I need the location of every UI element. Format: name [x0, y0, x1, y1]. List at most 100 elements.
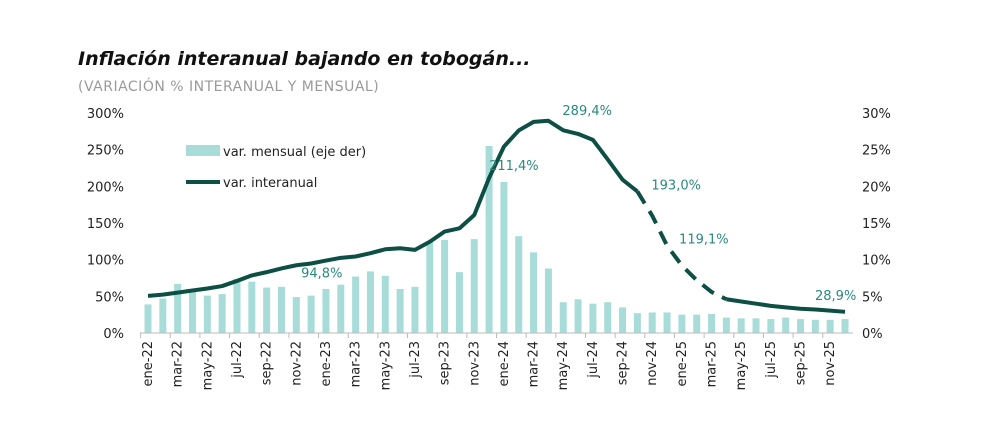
y-right-tick: 5% — [862, 290, 883, 305]
y-left-tick: 100% — [87, 254, 124, 269]
y-right-tick: 20% — [862, 180, 891, 195]
x-tick-label: may-25 — [734, 341, 749, 390]
bar-dic-23 — [485, 146, 493, 333]
x-tick-label: nov-25 — [823, 341, 838, 386]
bar-feb-22 — [159, 298, 167, 333]
x-tick-label: jul-25 — [764, 341, 779, 379]
bar-nov-25 — [826, 319, 834, 333]
annotation-dic-25: 28,9% — [815, 289, 856, 304]
y-right-tick: 0% — [862, 327, 883, 342]
x-tick-label: sep-23 — [438, 341, 453, 385]
bar-ago-23 — [426, 242, 434, 333]
bar-oct-24 — [633, 313, 641, 333]
x-tick-label: mar-22 — [171, 341, 186, 387]
bar-dic-25 — [841, 319, 849, 333]
bar-sep-23 — [441, 239, 449, 333]
x-tick-label: nov-22 — [289, 341, 304, 386]
legend-line-label: var. interanual — [223, 176, 317, 191]
bar-jul-24 — [589, 303, 597, 333]
y-left-tick: 50% — [95, 290, 124, 305]
y-right-tick: 25% — [862, 144, 891, 159]
legend-bar-label: var. mensual (eje der) — [223, 145, 366, 160]
y-left-tick: 250% — [87, 144, 124, 159]
bar-abr-25 — [722, 317, 730, 333]
x-tick-label: mar-23 — [349, 341, 364, 387]
bar-nov-22 — [292, 297, 300, 333]
x-tick-label: mar-25 — [705, 341, 720, 387]
y-left-tick: 150% — [87, 217, 124, 232]
bar-may-22 — [203, 295, 211, 333]
annotation-dic-23: 211,4% — [489, 159, 539, 174]
x-tick-label: mar-24 — [527, 341, 542, 387]
bar-abr-22 — [188, 289, 196, 333]
bar-ene-23 — [322, 289, 330, 333]
bar-dic-24 — [663, 312, 671, 333]
bar-feb-23 — [337, 284, 345, 333]
bar-dic-22 — [307, 295, 315, 333]
legend-bar-swatch — [186, 145, 220, 156]
bar-oct-23 — [455, 272, 463, 333]
x-tick-label: nov-24 — [645, 341, 660, 386]
y-right-tick: 30% — [862, 107, 891, 122]
bar-feb-24 — [515, 236, 523, 333]
y-left-tick: 300% — [87, 107, 124, 122]
line-interanual-actual — [147, 118, 639, 298]
annotation-dic-24: 119,1% — [679, 233, 729, 248]
annotation-oct-24: 193,0% — [651, 178, 701, 193]
y-left-tick: 0% — [103, 327, 124, 342]
chart-title: Inflación interanual bajando en tobogán.… — [78, 48, 531, 70]
bar-jun-24 — [574, 299, 582, 333]
x-tick-label: ene-25 — [675, 341, 690, 386]
bar-may-25 — [737, 318, 745, 333]
annotation-dic-22: 94,8% — [301, 266, 342, 281]
bar-sep-22 — [263, 287, 271, 333]
bar-mar-23 — [352, 276, 360, 333]
bar-ago-25 — [782, 317, 790, 333]
x-tick-label: ene-23 — [319, 341, 334, 386]
x-tick-label: jul-24 — [586, 341, 601, 379]
x-tick-label: nov-23 — [467, 341, 482, 386]
chart-subtitle: (VARIACIÓN % INTERANUAL Y MENSUAL) — [78, 79, 380, 95]
x-tick-label: may-22 — [200, 341, 215, 390]
bar-jul-22 — [233, 278, 241, 333]
bar-ene-22 — [144, 304, 152, 333]
bar-mar-22 — [174, 283, 182, 333]
bar-may-23 — [381, 275, 389, 333]
x-tick-label: may-24 — [556, 341, 571, 390]
x-tick-label: sep-22 — [260, 341, 275, 385]
x-tick-label: ene-24 — [497, 341, 512, 386]
bar-sep-24 — [619, 307, 627, 333]
bar-ago-24 — [604, 302, 612, 333]
x-tick-label: may-23 — [378, 341, 393, 390]
bar-jun-23 — [396, 289, 404, 333]
bar-ene-25 — [678, 314, 686, 333]
bar-jun-22 — [218, 294, 226, 333]
x-tick-label: jul-23 — [408, 341, 423, 379]
y-right-tick: 15% — [862, 217, 891, 232]
y-right-tick: 10% — [862, 254, 891, 269]
bar-sep-25 — [797, 319, 805, 333]
x-tick-label: sep-25 — [794, 341, 809, 385]
bar-oct-22 — [277, 286, 285, 333]
bar-nov-23 — [470, 239, 478, 333]
bar-oct-25 — [811, 319, 819, 333]
bar-jun-25 — [752, 318, 760, 333]
y-left-tick: 200% — [87, 180, 124, 195]
bar-feb-25 — [693, 314, 701, 333]
x-tick-label: ene-22 — [141, 341, 156, 386]
bar-ago-22 — [248, 281, 256, 333]
bar-ene-24 — [500, 181, 508, 333]
x-tick-label: jul-22 — [230, 341, 245, 379]
bar-mar-25 — [708, 313, 716, 333]
bar-jul-23 — [411, 286, 419, 333]
bar-abr-24 — [544, 268, 552, 333]
x-tick-label: sep-24 — [616, 341, 631, 385]
bar-mar-24 — [530, 252, 538, 333]
bar-may-24 — [559, 302, 567, 333]
bar-nov-24 — [648, 312, 656, 333]
annotation-abr-24: 289,4% — [562, 104, 612, 119]
line-interanual-projected-late — [726, 297, 846, 314]
line-interanual-projected — [635, 190, 728, 302]
bar-jul-25 — [767, 319, 775, 333]
